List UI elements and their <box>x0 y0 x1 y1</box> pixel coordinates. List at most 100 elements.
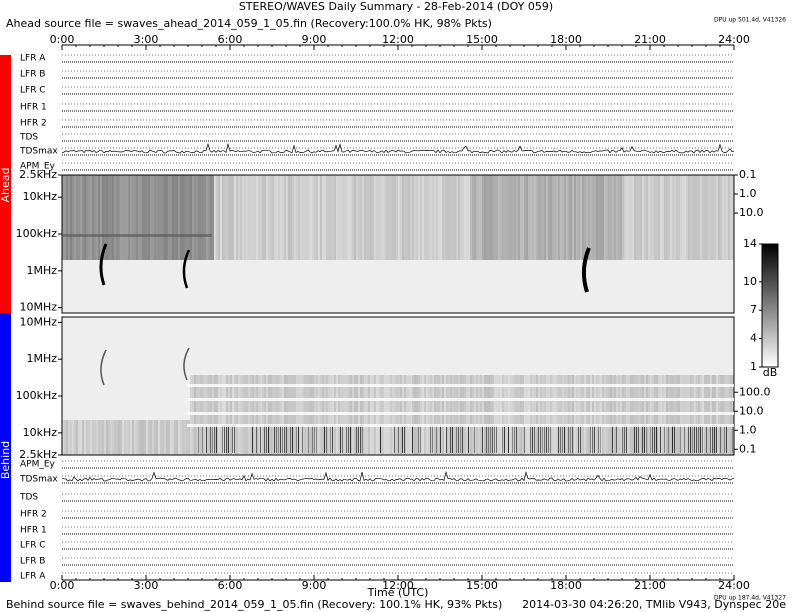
spectrogram-column <box>144 175 146 260</box>
spectrogram-column <box>440 425 441 453</box>
spectrogram-column <box>62 420 64 455</box>
spectrogram-column <box>688 175 690 260</box>
spectrogram-column <box>512 425 513 453</box>
spectrogram-column <box>404 175 406 260</box>
spectrogram-column <box>156 420 158 455</box>
spectrogram-column <box>636 425 637 453</box>
spectrogram-column <box>432 425 433 453</box>
spectrogram-column <box>164 420 166 455</box>
spectrogram-column <box>690 175 692 260</box>
spectrogram-column <box>618 175 620 260</box>
spectrogram-column <box>656 175 658 260</box>
x-tick-label: 15:00 <box>466 579 498 592</box>
spectrogram-column <box>284 425 285 453</box>
spectrogram-column <box>712 425 713 453</box>
spectrogram-column <box>378 175 380 260</box>
spectrogram-column <box>654 425 655 453</box>
spectrogram-column <box>326 175 328 260</box>
x-axis-label: Time (UTC) <box>367 586 429 599</box>
spectrogram-column <box>468 425 469 453</box>
spectrogram-column <box>226 425 227 453</box>
spectrogram-column <box>724 425 725 453</box>
spectrogram-column <box>388 175 390 260</box>
spectrogram-column <box>462 175 464 260</box>
spectrogram-column <box>396 175 398 260</box>
spectrogram-column <box>228 175 230 260</box>
spectrogram-column <box>188 175 190 260</box>
spectrogram-column <box>96 175 98 260</box>
spectrogram-column <box>508 175 510 260</box>
spectrogram-column <box>630 175 632 260</box>
colorbar-label: dB <box>763 366 778 379</box>
spectrogram-column <box>382 175 384 260</box>
spectrogram-column <box>212 425 213 453</box>
radio-burst <box>100 349 107 386</box>
spectrogram-column <box>456 425 457 453</box>
spectrogram-column <box>574 175 576 260</box>
spectrogram-column <box>146 420 148 455</box>
spectrogram-column <box>552 175 554 260</box>
spectrogram-column <box>474 175 476 260</box>
spectrogram-column <box>462 425 463 453</box>
spectrogram-column <box>592 175 594 260</box>
spectrogram-column <box>460 175 462 260</box>
spectrogram-column <box>238 175 240 260</box>
spectrogram-column <box>412 425 413 453</box>
spectrogram-column <box>314 175 316 260</box>
spectrogram-column <box>348 425 349 453</box>
spectrogram-column <box>142 420 144 455</box>
row-label: HFR 2 <box>20 510 47 520</box>
dpu-top: DPU up 501.4d, V41326 <box>714 17 786 24</box>
spectrogram-column <box>176 175 178 260</box>
spectrogram-column <box>228 425 229 453</box>
spectrogram-column <box>512 175 514 260</box>
spectrogram-column <box>72 175 74 260</box>
spectrogram-column <box>456 175 458 260</box>
spectrogram-column <box>100 420 102 455</box>
spectrogram-column <box>312 175 314 260</box>
spectrogram-column <box>252 175 254 260</box>
spectrogram-column <box>362 425 363 453</box>
x-tick-label: 3:00 <box>134 33 159 46</box>
spectrogram-column <box>88 175 90 260</box>
x-tick-label: 9:00 <box>302 33 327 46</box>
spectrogram-column <box>560 425 561 453</box>
spectrogram-column <box>232 175 234 260</box>
spectrogram-column <box>470 175 472 260</box>
spectrogram-column <box>544 175 546 260</box>
spectrogram-column <box>160 420 162 455</box>
spectrogram-column <box>202 425 203 453</box>
row-label: TDSmax <box>19 475 58 485</box>
spectrogram-column <box>124 175 126 260</box>
spectrogram-column <box>398 425 399 453</box>
spectrogram-column <box>154 175 156 260</box>
spectrogram-column <box>92 175 94 260</box>
y2-tick-label: 1.0 <box>739 423 757 436</box>
spectrogram-column <box>458 175 460 260</box>
spectrogram-column <box>392 175 394 260</box>
spectrogram-column <box>330 175 332 260</box>
spectrogram-column <box>174 175 176 260</box>
y2-tick-label: 100.0 <box>739 385 771 398</box>
spectrogram-column <box>326 425 327 453</box>
spectrogram-column <box>256 425 257 453</box>
spectrogram-column <box>542 425 543 453</box>
spectrogram-column <box>710 175 712 260</box>
spectrogram-column <box>452 175 454 260</box>
spectrogram-column <box>722 175 724 260</box>
spectrogram-column <box>664 425 665 453</box>
spectrogram-column <box>390 175 392 260</box>
title: STEREO/WAVES Daily Summary - 28-Feb-2014… <box>239 0 553 13</box>
spectrogram-column <box>64 175 66 260</box>
spectrogram-column <box>480 175 482 260</box>
spectrogram-column <box>554 175 556 260</box>
spectrogram-column <box>532 425 533 453</box>
spectrogram-column <box>494 425 495 453</box>
spectrogram-column <box>600 425 601 453</box>
spectrogram-column <box>216 175 218 260</box>
spectrogram-column <box>140 175 142 260</box>
spectrogram-column <box>182 420 184 455</box>
spectrogram-column <box>206 425 207 453</box>
spectrogram-column <box>282 175 284 260</box>
